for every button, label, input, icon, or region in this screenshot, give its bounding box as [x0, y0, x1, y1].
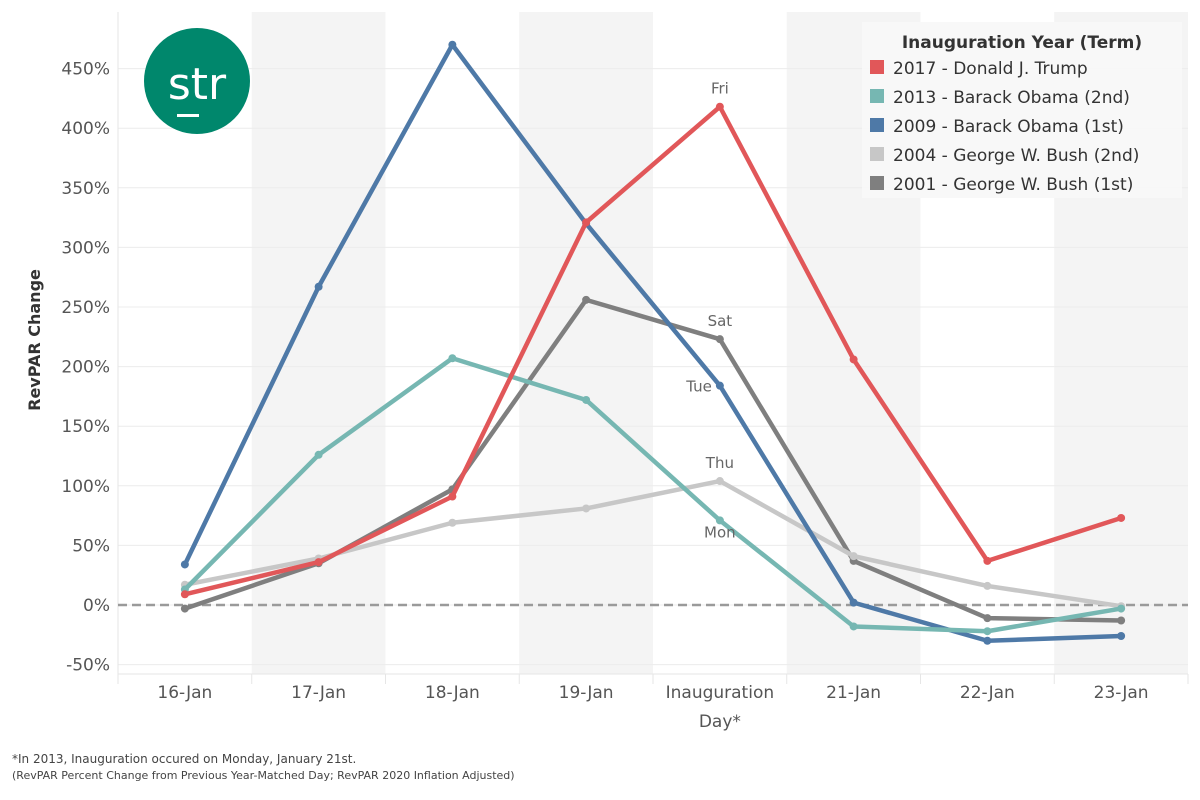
x-tick-label: 21-Jan: [826, 683, 881, 703]
annotation-mon: Mon: [704, 523, 736, 541]
data-point: [1117, 616, 1126, 625]
x-axis-ticks: 16-Jan 17-Jan 18-Jan 19-Jan Inauguration Day*…: [157, 683, 1148, 732]
data-point: [849, 622, 858, 631]
logo-circle: [144, 28, 250, 134]
legend-swatch: [870, 60, 884, 74]
footnote-methodology: (RevPAR Percent Change from Previous Yea…: [12, 769, 515, 782]
legend-swatch: [870, 176, 884, 190]
data-point: [983, 627, 992, 636]
y-tick-label: 150%: [61, 417, 110, 437]
band-3: [519, 12, 653, 674]
logo-underline: [177, 114, 199, 117]
y-tick-label: 50%: [72, 536, 110, 556]
data-point: [715, 381, 724, 390]
data-point: [582, 504, 591, 513]
y-tick-label: 400%: [61, 119, 110, 139]
x-tick-label: 22-Jan: [960, 683, 1015, 703]
data-point: [314, 558, 323, 567]
data-point: [715, 335, 724, 344]
legend: Inauguration Year (Term) 2017 - Donald J…: [862, 22, 1182, 198]
annotations: Fri Sat Tue Thu Mon: [685, 80, 735, 542]
y-tick-label: 250%: [61, 298, 110, 318]
logo-text: str: [168, 59, 227, 110]
annotation-tue: Tue: [685, 378, 712, 396]
y-tick-label: 100%: [61, 477, 110, 497]
x-tick-label: 23-Jan: [1094, 683, 1149, 703]
y-tick-label: 300%: [61, 238, 110, 258]
data-point: [448, 518, 457, 527]
data-point: [448, 354, 457, 363]
data-point: [582, 218, 591, 227]
y-tick-label: 450%: [61, 60, 110, 80]
y-tick-label: 200%: [61, 358, 110, 378]
legend-item-label: 2009 - Barack Obama (1st): [893, 117, 1124, 137]
legend-item-label: 2013 - Barack Obama (2nd): [893, 88, 1130, 108]
data-point: [849, 552, 858, 561]
data-point: [314, 282, 323, 291]
data-point: [582, 295, 591, 304]
x-tick-label: 19-Jan: [559, 683, 614, 703]
x-tick-label: Inauguration Day*: [666, 683, 775, 732]
legend-title: Inauguration Year (Term): [902, 33, 1142, 53]
data-point: [983, 581, 992, 590]
data-point: [314, 450, 323, 459]
data-point: [1117, 631, 1126, 640]
data-point: [448, 492, 457, 501]
data-point: [715, 477, 724, 486]
series-line: [182, 42, 1124, 644]
series-line: [182, 104, 1124, 597]
legend-item-label: 2001 - George W. Bush (1st): [893, 175, 1133, 195]
annotation-fri: Fri: [711, 80, 729, 98]
data-point: [1117, 513, 1126, 522]
y-tick-label: 0%: [83, 596, 110, 616]
data-point: [715, 516, 724, 525]
data-point: [180, 590, 189, 599]
y-tick-label: -50%: [66, 656, 110, 676]
footnote-inauguration: *In 2013, Inauguration occured on Monday…: [12, 752, 357, 766]
data-point: [983, 636, 992, 645]
x-tick-label: 18-Jan: [425, 683, 480, 703]
data-point: [582, 395, 591, 404]
series-0: [180, 102, 1126, 599]
legend-swatch: [870, 118, 884, 132]
data-point: [448, 40, 457, 49]
y-tick-label: 350%: [61, 179, 110, 199]
data-point: [983, 614, 992, 623]
data-point: [983, 556, 992, 565]
y-axis-title: RevPAR Change: [25, 269, 44, 411]
data-point: [180, 604, 189, 613]
x-tick-label: 16-Jan: [157, 683, 212, 703]
data-point: [849, 355, 858, 364]
legend-background: [862, 22, 1182, 198]
annotation-thu: Thu: [705, 454, 734, 472]
annotation-sat: Sat: [708, 312, 733, 330]
str-logo: str: [144, 28, 250, 134]
legend-swatch: [870, 147, 884, 161]
series-lines: [180, 40, 1126, 645]
data-point: [715, 102, 724, 111]
legend-swatch: [870, 89, 884, 103]
data-point: [180, 560, 189, 569]
y-axis-ticks: -50% 0% 50% 100% 150% 200% 250% 300% 350% 400% 450…: [61, 60, 110, 676]
legend-item-label: 2017 - Donald J. Trump: [893, 59, 1088, 79]
x-tick-label: 17-Jan: [291, 683, 346, 703]
series-line: [182, 356, 1124, 634]
data-point: [849, 598, 858, 607]
legend-item-label: 2004 - George W. Bush (2nd): [893, 146, 1139, 166]
series-1: [180, 354, 1126, 636]
data-point: [1117, 604, 1126, 613]
